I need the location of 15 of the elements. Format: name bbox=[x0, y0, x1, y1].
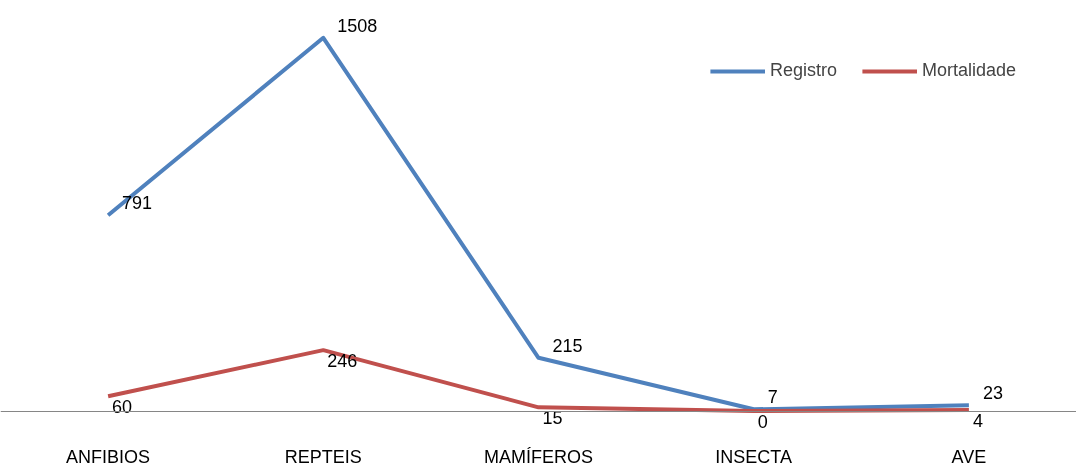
data-label: 0 bbox=[757, 412, 768, 433]
x-tick-label: INSECTA bbox=[715, 447, 793, 468]
x-tick-label: AVE bbox=[951, 447, 987, 468]
data-label: 246 bbox=[327, 351, 358, 372]
data-label: 4 bbox=[972, 411, 983, 432]
data-label: 1508 bbox=[337, 15, 378, 36]
x-tick-label: ANFIBIOS bbox=[66, 447, 151, 468]
data-label: 23 bbox=[982, 383, 1003, 404]
legend-label: Registro bbox=[769, 60, 837, 81]
legend-label: Mortalidade bbox=[921, 60, 1016, 81]
data-label: 791 bbox=[122, 193, 153, 214]
x-tick-label: REPTEIS bbox=[284, 447, 362, 468]
x-tick-label: MAMÍFEROS bbox=[484, 447, 594, 468]
data-label: 215 bbox=[552, 335, 583, 356]
data-label: 7 bbox=[767, 387, 778, 408]
